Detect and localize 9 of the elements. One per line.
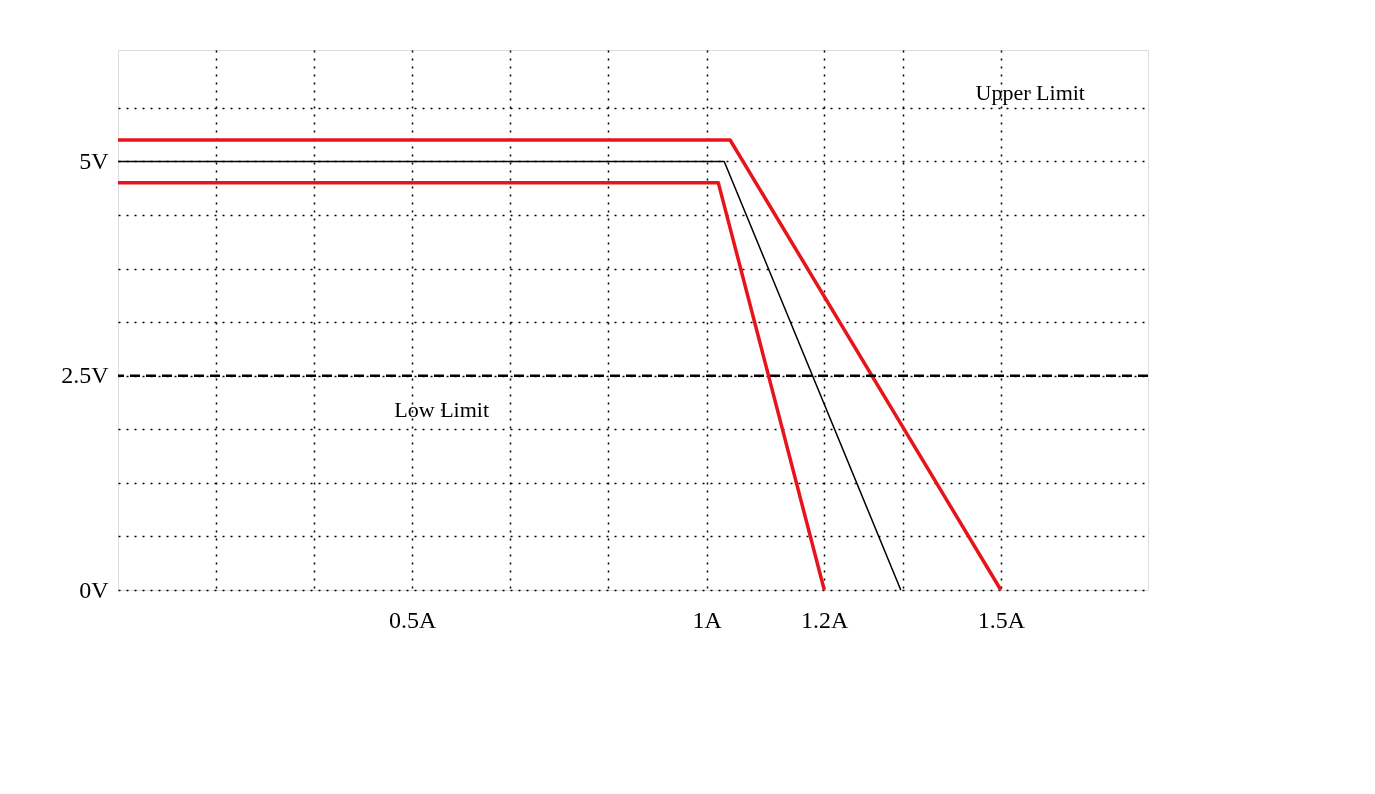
x-tick-label: 1.5A <box>977 606 1026 633</box>
annotation: Upper Limit <box>975 79 1085 105</box>
x-tick-label: 1A <box>692 606 723 633</box>
x-tick-label: 0.5A <box>389 606 438 633</box>
y-tick-label: 5V <box>79 147 110 174</box>
annotation: Low Limit <box>394 397 490 422</box>
x-tick-label: 1.2A <box>801 606 850 633</box>
y-tick-label: 0V <box>79 576 110 603</box>
y-tick-label: 2.5V <box>61 362 110 389</box>
